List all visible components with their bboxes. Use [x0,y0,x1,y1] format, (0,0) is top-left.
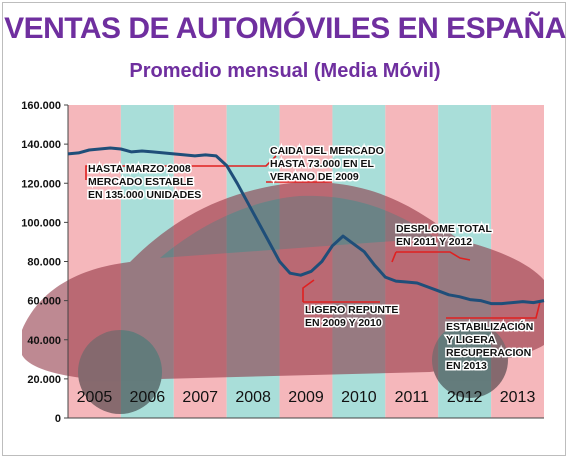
annotation-text: ESTABILIZACIÓN [446,320,533,333]
annotation-text: LIGERO REPUNTE [305,304,398,316]
car-rear-wheel [432,322,508,398]
y-tick-label: 20.000 [27,374,61,386]
y-tick-label: 100.000 [21,217,61,229]
annotation-text: VERANO DE 2009 [270,171,359,183]
annotation-text: DESPLOME TOTAL [396,223,492,235]
chart-title: VENTAS DE AUTOMÓVILES EN ESPAÑA [4,12,566,45]
y-tick-label: 60.000 [27,296,61,308]
chart-subtitle: Promedio mensual (Media Móvil) [129,60,441,82]
y-tick-label: 140.000 [21,139,61,151]
x-tick-label: 2009 [288,389,324,406]
car-illustration [22,181,544,414]
x-tick-label: 2010 [341,389,377,406]
y-tick-label: 160.000 [21,100,61,112]
x-tick-label: 2008 [235,389,271,406]
annotation-callout-line [85,155,277,180]
annotation-text: Y LIGERA [446,334,496,346]
annotation-text: MERCADO ESTABLE [88,176,193,188]
x-tick-label: 2011 [395,389,430,406]
annotation-callouts [85,155,541,319]
annotation-text: EN 2011 Y 2012 [396,236,472,248]
x-tick-label: 2005 [77,389,113,406]
y-tick-label: 120.000 [21,178,61,190]
x-tick-label: 2013 [500,389,536,406]
chart-frame [2,2,566,456]
y-tick-label: 0 [55,413,61,425]
y-tick-label: 80.000 [27,257,61,269]
x-tick-label: 2006 [130,389,166,406]
annotation-text: HASTA MARZO 2008 [88,163,191,175]
car-front-wheel [78,330,162,414]
annotation-text: EN 2009 Y 2010 [305,317,382,329]
annotation-text: EN 135.000 UNIDADES [88,189,201,201]
annotation-callout-line [302,279,380,303]
annotation-text: RECUPERACION [446,347,531,359]
annotation-callout-line [391,251,471,263]
y-tick-label: 40.000 [27,335,61,347]
annotation-text: EN 2013 [446,360,487,372]
x-tick-label: 2007 [182,389,218,406]
car-window [160,195,436,258]
annotation-callout-line [446,301,541,319]
annotation-text: CAIDA DEL MERCADO [270,145,384,157]
sales-series-line [67,146,545,306]
annotation-text: HASTA 73.000 EN EL [270,158,374,170]
y-axis-ticks: 0 20.000 40.000 60.000 80.000 100.000 120.000 1… [21,100,68,425]
x-tick-label: 2012 [447,389,483,406]
x-axis-ticks: 2005 2006 2007 2008 2009 2010 2011 2012 2013 [77,389,536,406]
